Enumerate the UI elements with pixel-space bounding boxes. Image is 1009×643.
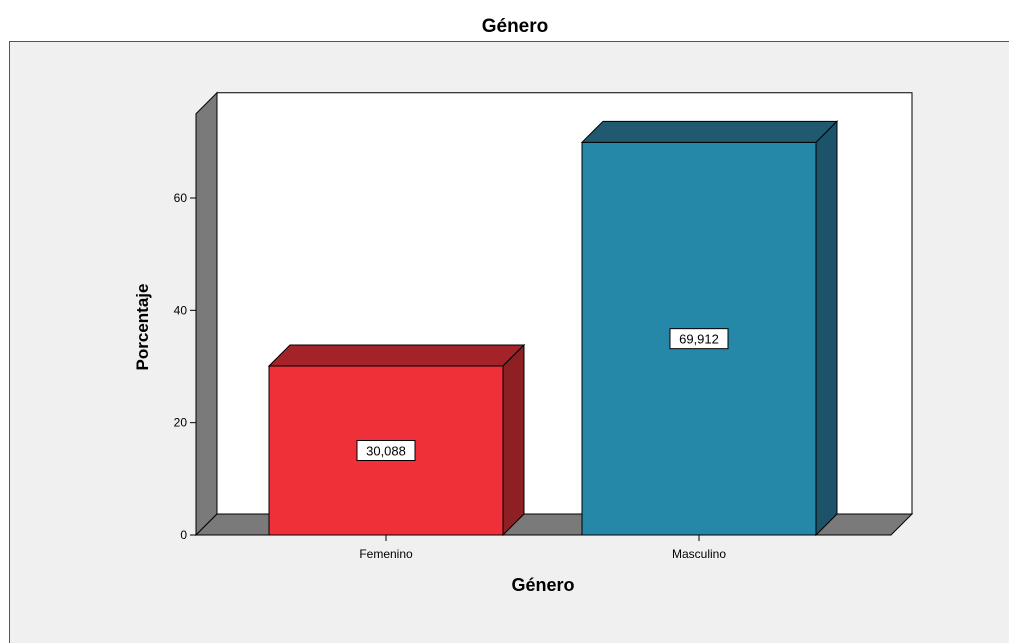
bar-top (580, 120, 839, 143)
x-axis-title: Género (511, 575, 574, 595)
data-label: 30,088 (366, 444, 406, 459)
y-tick-label: 40 (174, 303, 188, 317)
x-tick-label: Masculino (672, 547, 726, 561)
bar-top (267, 344, 526, 367)
data-label-box (669, 328, 729, 350)
y-tick-label: 60 (174, 191, 188, 205)
x-tick-label: Femenino (359, 547, 413, 561)
y-tick-label: 20 (174, 416, 188, 430)
left-wall (195, 91, 218, 537)
chart-title: Género (481, 16, 549, 37)
bar-side (815, 120, 838, 537)
data-label: 69,912 (679, 332, 719, 347)
y-axis-title: Porcentaje (133, 284, 152, 371)
y-tick-label: 0 (180, 528, 187, 542)
data-label-box (356, 440, 416, 462)
bar-side (502, 343, 525, 537)
